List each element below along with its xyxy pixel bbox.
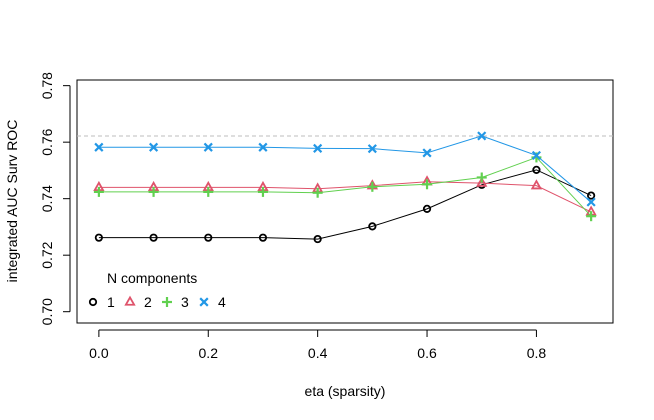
data-point xyxy=(586,211,597,222)
data-point xyxy=(530,179,543,190)
x-tick-label: 0.6 xyxy=(417,345,437,361)
y-tick-label: 0.78 xyxy=(39,72,55,99)
series-line xyxy=(98,156,592,217)
legend-entry-4: 4 xyxy=(199,294,226,310)
cross-marker-b xyxy=(203,142,213,152)
series-1 xyxy=(94,165,596,244)
legend-marker xyxy=(88,297,98,307)
series-layer xyxy=(93,131,597,244)
legend-marker xyxy=(124,295,136,306)
legend-entry-3: 3 xyxy=(162,294,189,310)
data-point xyxy=(148,186,159,197)
data-point xyxy=(313,143,323,153)
legend-label: 2 xyxy=(144,294,152,310)
cross-marker-b xyxy=(531,150,542,161)
data-point xyxy=(532,165,541,174)
series-line xyxy=(98,135,592,203)
cross-marker-b xyxy=(258,142,268,152)
cross-marker-b xyxy=(586,197,596,207)
data-point xyxy=(93,186,104,197)
circle-marker xyxy=(88,297,98,307)
y-tick-label: 0.76 xyxy=(39,128,55,155)
y-tick-label: 0.72 xyxy=(39,241,55,268)
legend-entry-1: 1 xyxy=(88,294,115,310)
legend-label: 3 xyxy=(181,294,189,310)
cross-marker-b xyxy=(477,131,487,141)
data-point xyxy=(476,172,487,183)
x-axis: 0.0 0.2 0.4 0.6 0.8 xyxy=(89,329,547,361)
circle-marker xyxy=(204,233,213,242)
legend-entry-2: 2 xyxy=(124,294,152,310)
legend: N components 1 2 3 4 xyxy=(88,270,226,310)
data-point xyxy=(587,191,596,200)
cross-marker-b xyxy=(422,148,432,158)
data-point xyxy=(477,131,487,141)
data-point xyxy=(257,186,268,197)
cross-marker-b xyxy=(148,142,159,152)
data-point xyxy=(476,176,488,187)
data-point xyxy=(94,142,104,152)
y-axis: 0.70 0.72 0.74 0.76 0.78 xyxy=(39,72,71,325)
circle-marker xyxy=(149,233,158,242)
data-point xyxy=(368,222,377,231)
data-point xyxy=(258,142,268,152)
legend-marker xyxy=(162,297,172,307)
triangle-marker xyxy=(476,176,488,187)
data-point xyxy=(313,234,322,244)
data-point xyxy=(203,186,214,197)
circle-marker xyxy=(532,165,541,174)
x-tick-label: 0.8 xyxy=(527,345,547,361)
legend-title: N components xyxy=(107,270,197,286)
series-2 xyxy=(93,175,597,216)
circle-marker xyxy=(587,191,596,200)
data-point xyxy=(531,150,542,161)
circle-marker xyxy=(94,233,103,242)
x-tick-label: 0.4 xyxy=(308,345,328,361)
series-line xyxy=(98,169,592,240)
data-point xyxy=(367,144,377,154)
triangle-marker xyxy=(530,179,543,190)
x-axis-label: eta (sparsity) xyxy=(305,383,386,399)
cross-marker-b xyxy=(94,142,104,152)
triangle-marker xyxy=(124,295,136,306)
data-point xyxy=(149,233,158,242)
cross-marker-b xyxy=(367,144,377,154)
data-point xyxy=(422,148,432,158)
x-tick-label: 0.2 xyxy=(199,345,219,361)
plot-area-frame xyxy=(76,79,614,324)
data-point xyxy=(94,233,103,242)
x-tick-label: 0.0 xyxy=(89,345,109,361)
y-tick-label: 0.74 xyxy=(39,185,55,212)
y-axis-label: integrated AUC Surv ROC xyxy=(4,120,20,283)
legend-marker xyxy=(199,297,209,307)
data-point xyxy=(258,233,268,242)
y-tick-label: 0.70 xyxy=(39,298,55,325)
data-point xyxy=(312,187,323,198)
data-point xyxy=(204,233,213,242)
data-point xyxy=(148,142,159,152)
circle-marker xyxy=(368,222,377,231)
data-point xyxy=(586,197,596,207)
data-point xyxy=(422,204,432,213)
series-4 xyxy=(94,131,596,207)
legend-label: 1 xyxy=(107,294,115,310)
data-point xyxy=(367,181,378,192)
cross-marker-b xyxy=(313,143,323,153)
circle-marker xyxy=(313,234,322,244)
circle-marker xyxy=(422,204,432,213)
data-point xyxy=(422,179,433,190)
legend-label: 4 xyxy=(218,294,226,310)
data-point xyxy=(203,142,213,152)
circle-marker xyxy=(258,233,268,242)
series-line xyxy=(98,181,592,213)
cross-marker-b xyxy=(199,297,209,307)
